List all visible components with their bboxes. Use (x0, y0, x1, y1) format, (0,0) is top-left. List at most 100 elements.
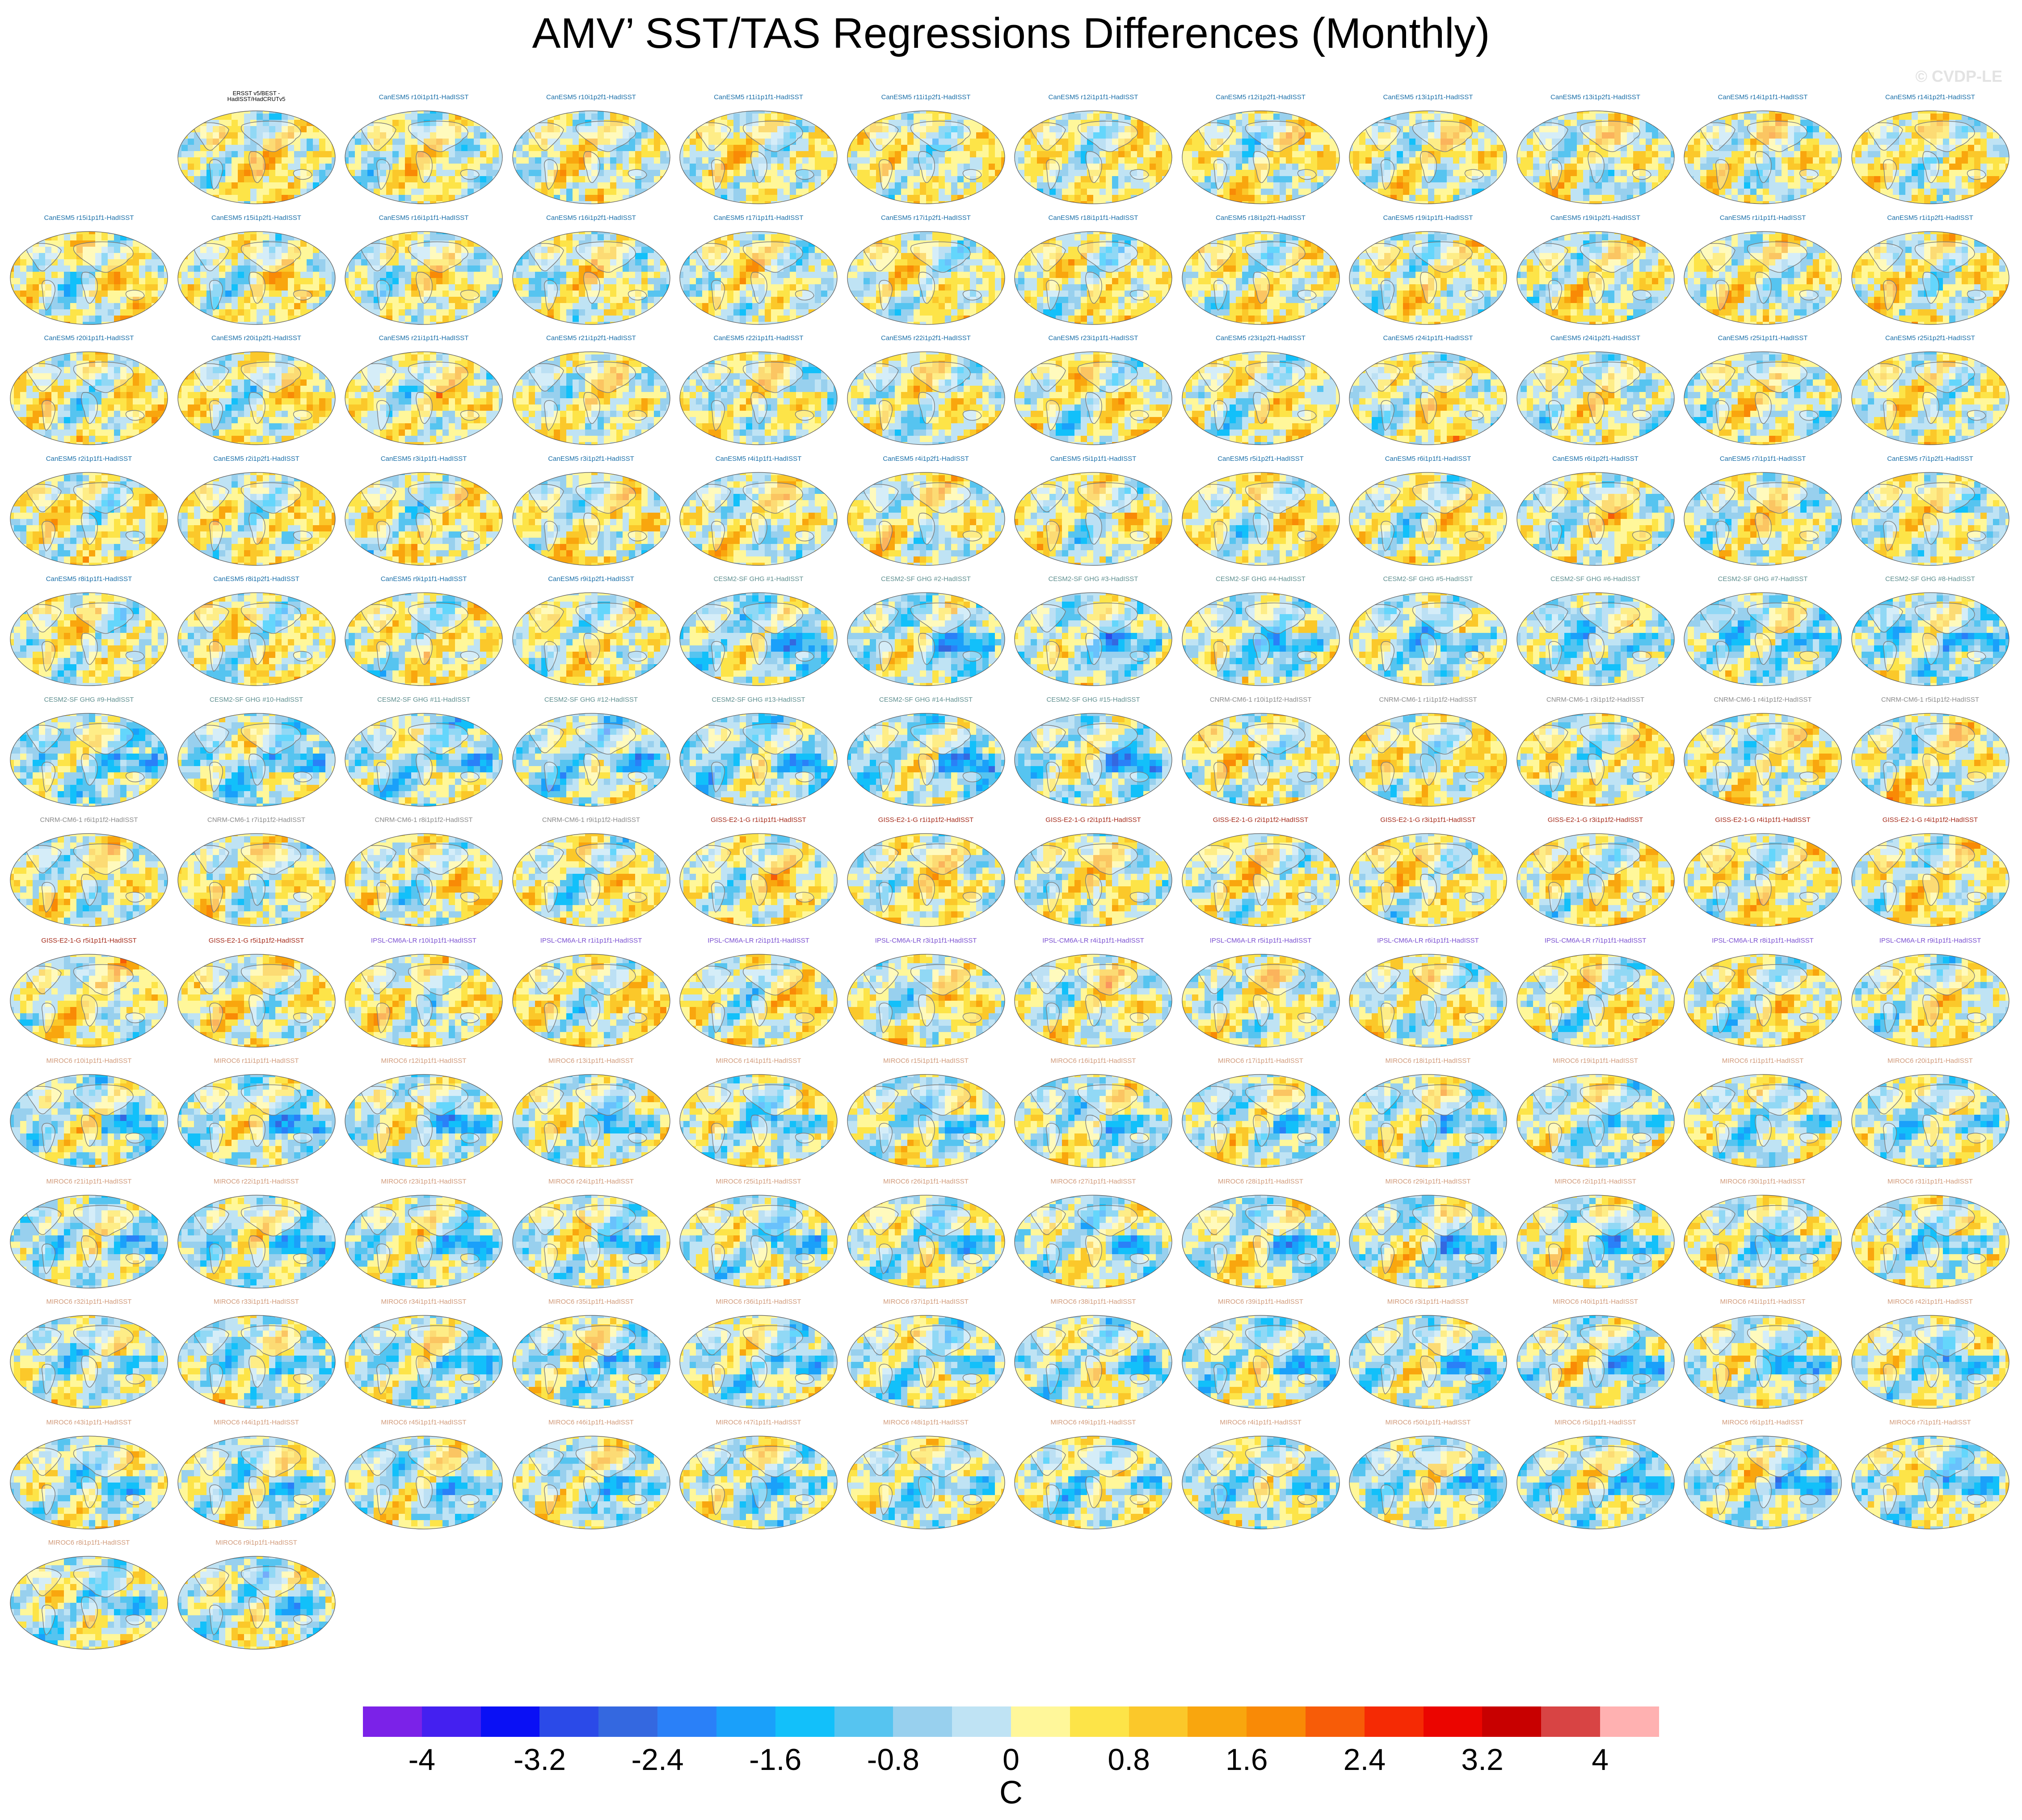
map-globe (342, 1071, 505, 1171)
map-panel: CanESM5 r20i1p1f1-HadISST (8, 335, 170, 448)
map-globe (1849, 710, 2012, 810)
map-panel: CanESM5 r22i1p2f1-HadISST (845, 335, 1007, 448)
colorbar-swatch (716, 1706, 775, 1737)
colorbar-swatch (1482, 1706, 1541, 1737)
panel-label: CanESM5 r24i1p2f1-HadISST (1514, 335, 1677, 348)
panel-label: CanESM5 r12i1p2f1-HadISST (1180, 94, 1342, 107)
map-globe (1180, 1312, 1342, 1412)
map-globe (510, 1312, 673, 1412)
colorbar-tick-label: -4 (377, 1742, 467, 1777)
panel-label: CESM2-SF GHG #12-HadISST (510, 696, 673, 710)
map-globe (1849, 107, 2012, 207)
map-globe (175, 1553, 338, 1653)
map-panel: CanESM5 r24i1p1f1-HadISST (1347, 335, 1509, 448)
panel-label: CNRM-CM6-1 r5i1p1f2-HadISST (1849, 696, 2012, 710)
map-panel: GISS-E2-1-G r1i1p1f2-HadISST (845, 817, 1007, 930)
map-panel: GISS-E2-1-G r4i1p1f2-HadISST (1849, 817, 2012, 930)
map-globe (1849, 830, 2012, 930)
map-globe (8, 830, 170, 930)
map-panel: MIROC6 r19i1p1f1-HadISST (1514, 1057, 1677, 1171)
map-globe (1180, 228, 1342, 328)
map-globe (677, 830, 840, 930)
panel-label: MIROC6 r27i1p1f1-HadISST (1012, 1178, 1175, 1192)
panel-label: CanESM5 r23i1p2f1-HadISST (1180, 335, 1342, 348)
map-globe (1347, 951, 1509, 1051)
map-globe (175, 830, 338, 930)
map-globe (1849, 348, 2012, 448)
map-panel: CanESM5 r17i1p1f1-HadISST (677, 215, 840, 328)
panel-label: MIROC6 r18i1p1f1-HadISST (1347, 1057, 1509, 1071)
panel-label: MIROC6 r14i1p1f1-HadISST (677, 1057, 840, 1071)
map-globe (677, 348, 840, 448)
map-globe (1347, 1071, 1509, 1171)
map-globe (1514, 228, 1677, 328)
panel-label: GISS-E2-1-G r3i1p1f2-HadISST (1514, 817, 1677, 830)
panel-label: CNRM-CM6-1 r10i1p1f2-HadISST (1180, 696, 1342, 710)
panel-label: CanESM5 r6i1p1f1-HadISST (1347, 455, 1509, 469)
panel-label: CanESM5 r13i1p2f1-HadISST (1514, 94, 1677, 107)
map-globe (845, 830, 1007, 930)
map-panel: MIROC6 r1i1p1f1-HadISST (1681, 1057, 1844, 1171)
panel-label: GISS-E2-1-G r1i1p1f2-HadISST (845, 817, 1007, 830)
map-panel: CESM2-SF GHG #11-HadISST (342, 696, 505, 810)
map-panel: MIROC6 r20i1p1f1-HadISST (1849, 1057, 2012, 1171)
panel-label: ERSST v5/BEST - HadISST/HadCRUTv5 (175, 90, 338, 108)
colorbar-swatch (1600, 1706, 1659, 1737)
colorbar-tick-label: 0 (966, 1742, 1056, 1777)
map-globe (1347, 228, 1509, 328)
map-globe (342, 710, 505, 810)
panel-label: MIROC6 r22i1p1f1-HadISST (175, 1178, 338, 1192)
map-globe (1514, 830, 1677, 930)
map-panel: MIROC6 r45i1p1f1-HadISST (342, 1419, 505, 1533)
map-globe (845, 228, 1007, 328)
map-globe (1180, 348, 1342, 448)
map-globe (1012, 107, 1175, 207)
colorbar-tick-label: 0.8 (1084, 1742, 1174, 1777)
map-globe (677, 107, 840, 207)
map-globe (510, 107, 673, 207)
panel-label: CanESM5 r18i1p2f1-HadISST (1180, 215, 1342, 228)
map-panel: CanESM5 r13i1p2f1-HadISST (1514, 94, 1677, 207)
map-panel: CESM2-SF GHG #14-HadISST (845, 696, 1007, 810)
panel-label: CanESM5 r7i1p1f1-HadISST (1681, 455, 1844, 469)
panel-label: CESM2-SF GHG #11-HadISST (342, 696, 505, 710)
panel-label: MIROC6 r32i1p1f1-HadISST (8, 1298, 170, 1312)
map-globe (845, 1071, 1007, 1171)
panel-label: CNRM-CM6-1 r1i1p1f2-HadISST (1347, 696, 1509, 710)
map-panel: MIROC6 r5i1p1f1-HadISST (1514, 1419, 1677, 1533)
panel-label: CanESM5 r8i1p2f1-HadISST (175, 576, 338, 589)
map-panel: MIROC6 r29i1p1f1-HadISST (1347, 1178, 1509, 1292)
map-globe (175, 1312, 338, 1412)
panel-label: MIROC6 r39i1p1f1-HadISST (1180, 1298, 1342, 1312)
map-panel: MIROC6 r13i1p1f1-HadISST (510, 1057, 673, 1171)
map-globe (1681, 951, 1844, 1051)
colorbar-tick-label: -0.8 (848, 1742, 938, 1777)
map-globe (1681, 1432, 1844, 1533)
map-panel: CanESM5 r21i1p1f1-HadISST (342, 335, 505, 448)
map-globe (510, 830, 673, 930)
map-panel: CESM2-SF GHG #10-HadISST (175, 696, 338, 810)
map-panel: CanESM5 r10i1p2f1-HadISST (510, 94, 673, 207)
map-globe (1681, 1192, 1844, 1292)
map-panel: GISS-E2-1-G r5i1p1f1-HadISST (8, 937, 170, 1051)
map-panel: CanESM5 r14i1p1f1-HadISST (1681, 94, 1844, 207)
map-globe (175, 589, 338, 689)
map-panel: CanESM5 r19i1p1f1-HadISST (1347, 215, 1509, 328)
map-panel: CanESM5 r2i1p1f1-HadISST (8, 455, 170, 569)
map-panel: CNRM-CM6-1 r5i1p1f2-HadISST (1849, 696, 2012, 810)
map-globe (8, 1553, 170, 1653)
map-globe (1347, 469, 1509, 569)
panel-label: MIROC6 r30i1p1f1-HadISST (1681, 1178, 1844, 1192)
map-globe (1012, 469, 1175, 569)
panel-label: CanESM5 r11i1p2f1-HadISST (845, 94, 1007, 107)
colorbar-tick-label: 3.2 (1438, 1742, 1527, 1777)
map-panel: CanESM5 r17i1p2f1-HadISST (845, 215, 1007, 328)
map-panel: MIROC6 r12i1p1f1-HadISST (342, 1057, 505, 1171)
colorbar-swatch (1188, 1706, 1247, 1737)
colorbar-tick-label: 4 (1555, 1742, 1645, 1777)
map-globe (510, 1192, 673, 1292)
panel-label: IPSL-CM6A-LR r4i1p1f1-HadISST (1012, 937, 1175, 951)
panel-label: CanESM5 r7i1p2f1-HadISST (1849, 455, 2012, 469)
panel-label: MIROC6 r34i1p1f1-HadISST (342, 1298, 505, 1312)
panel-label: CanESM5 r3i1p1f1-HadISST (342, 455, 505, 469)
